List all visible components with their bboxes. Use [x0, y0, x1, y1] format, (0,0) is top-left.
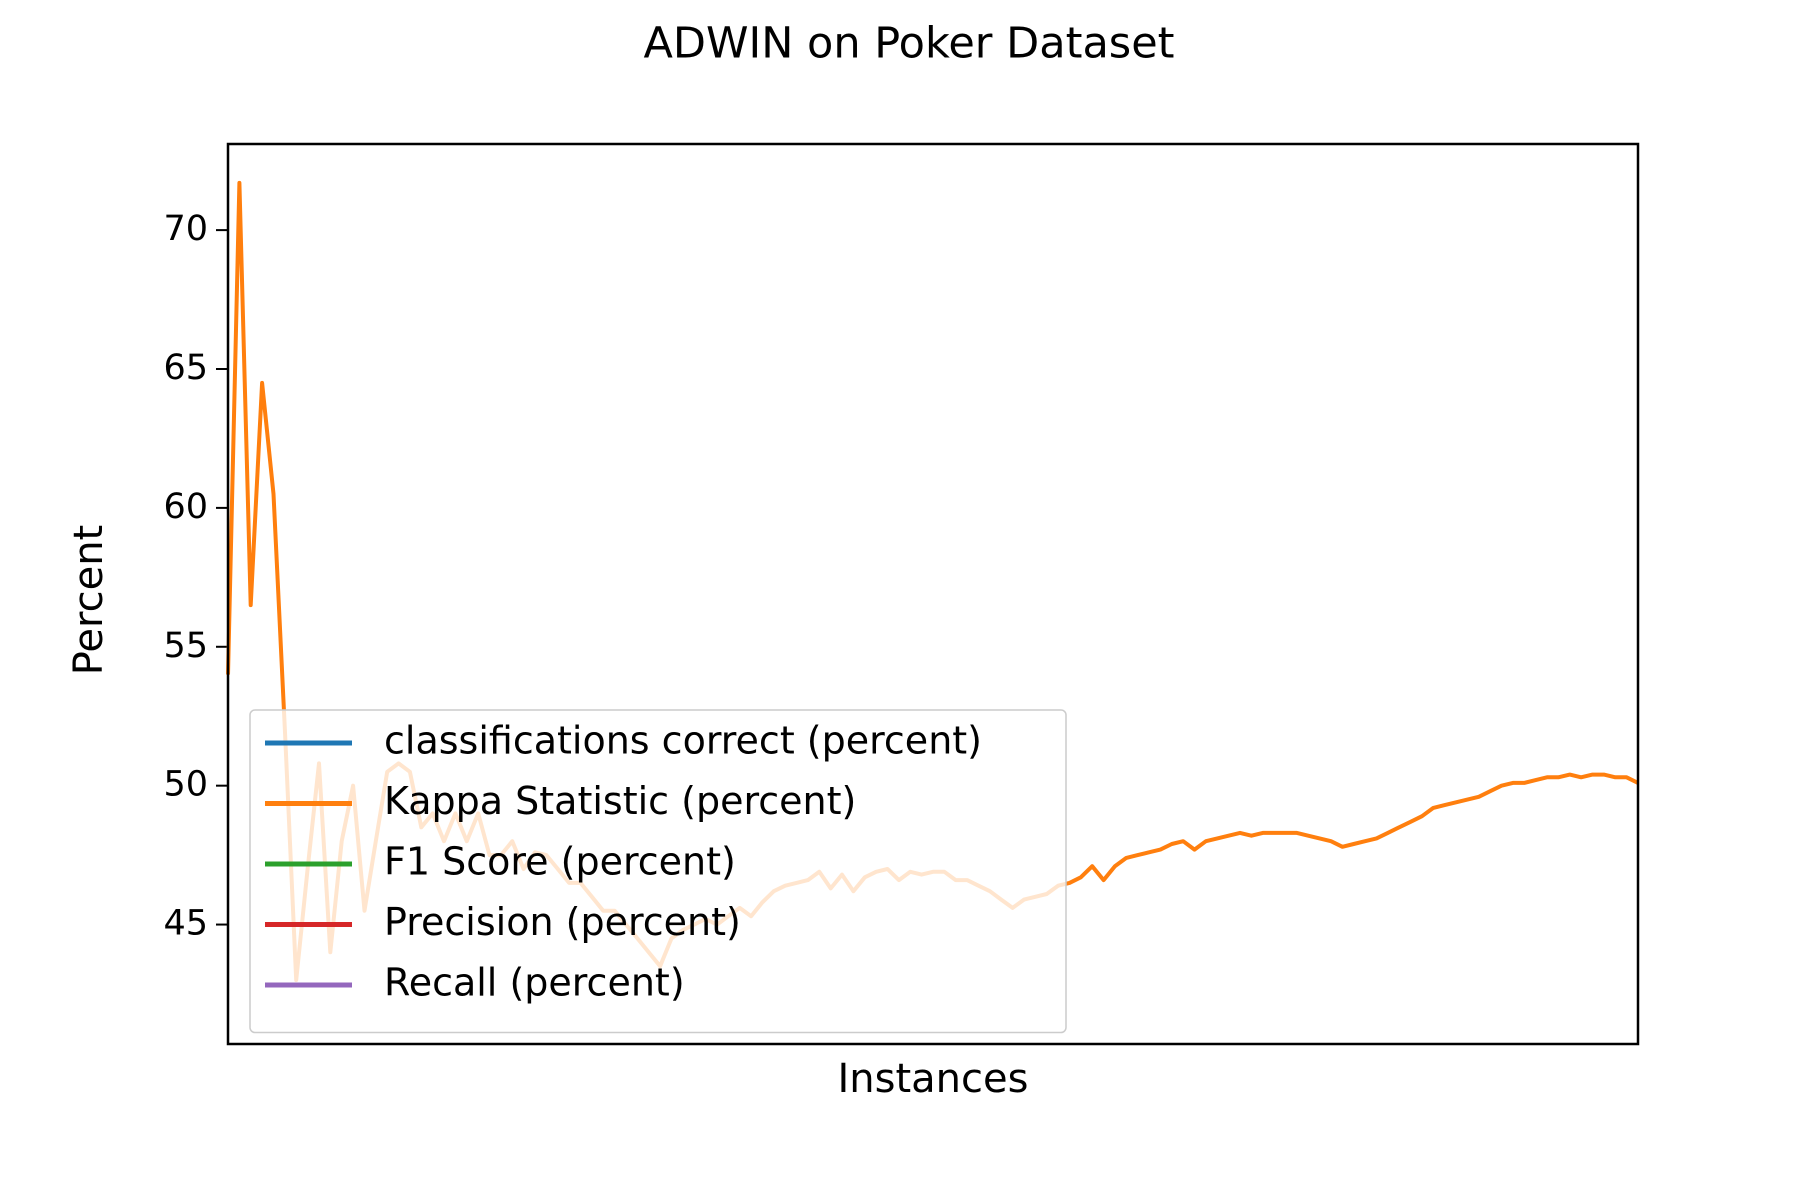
legend-label: Kappa Statistic (percent): [384, 779, 856, 823]
y-axis-label: Percent: [66, 525, 112, 676]
y-tick-label: 55: [163, 626, 208, 666]
y-tick-label: 60: [163, 487, 208, 527]
legend-label: F1 Score (percent): [384, 840, 736, 884]
y-tick-label: 70: [163, 209, 208, 249]
y-tick-label: 65: [163, 348, 208, 388]
chart-title: ADWIN on Poker Dataset: [643, 19, 1174, 69]
y-tick-label: 45: [163, 904, 208, 944]
legend-box: [249, 709, 1067, 1034]
x-axis-label: Instances: [838, 1056, 1029, 1102]
legend-label: classifications correct (percent): [384, 719, 982, 763]
legend-label: Recall (percent): [384, 961, 685, 1005]
plot-frame: [226, 142, 1640, 1046]
legend-label: Precision (percent): [384, 900, 741, 944]
y-tick-label: 50: [163, 765, 208, 805]
